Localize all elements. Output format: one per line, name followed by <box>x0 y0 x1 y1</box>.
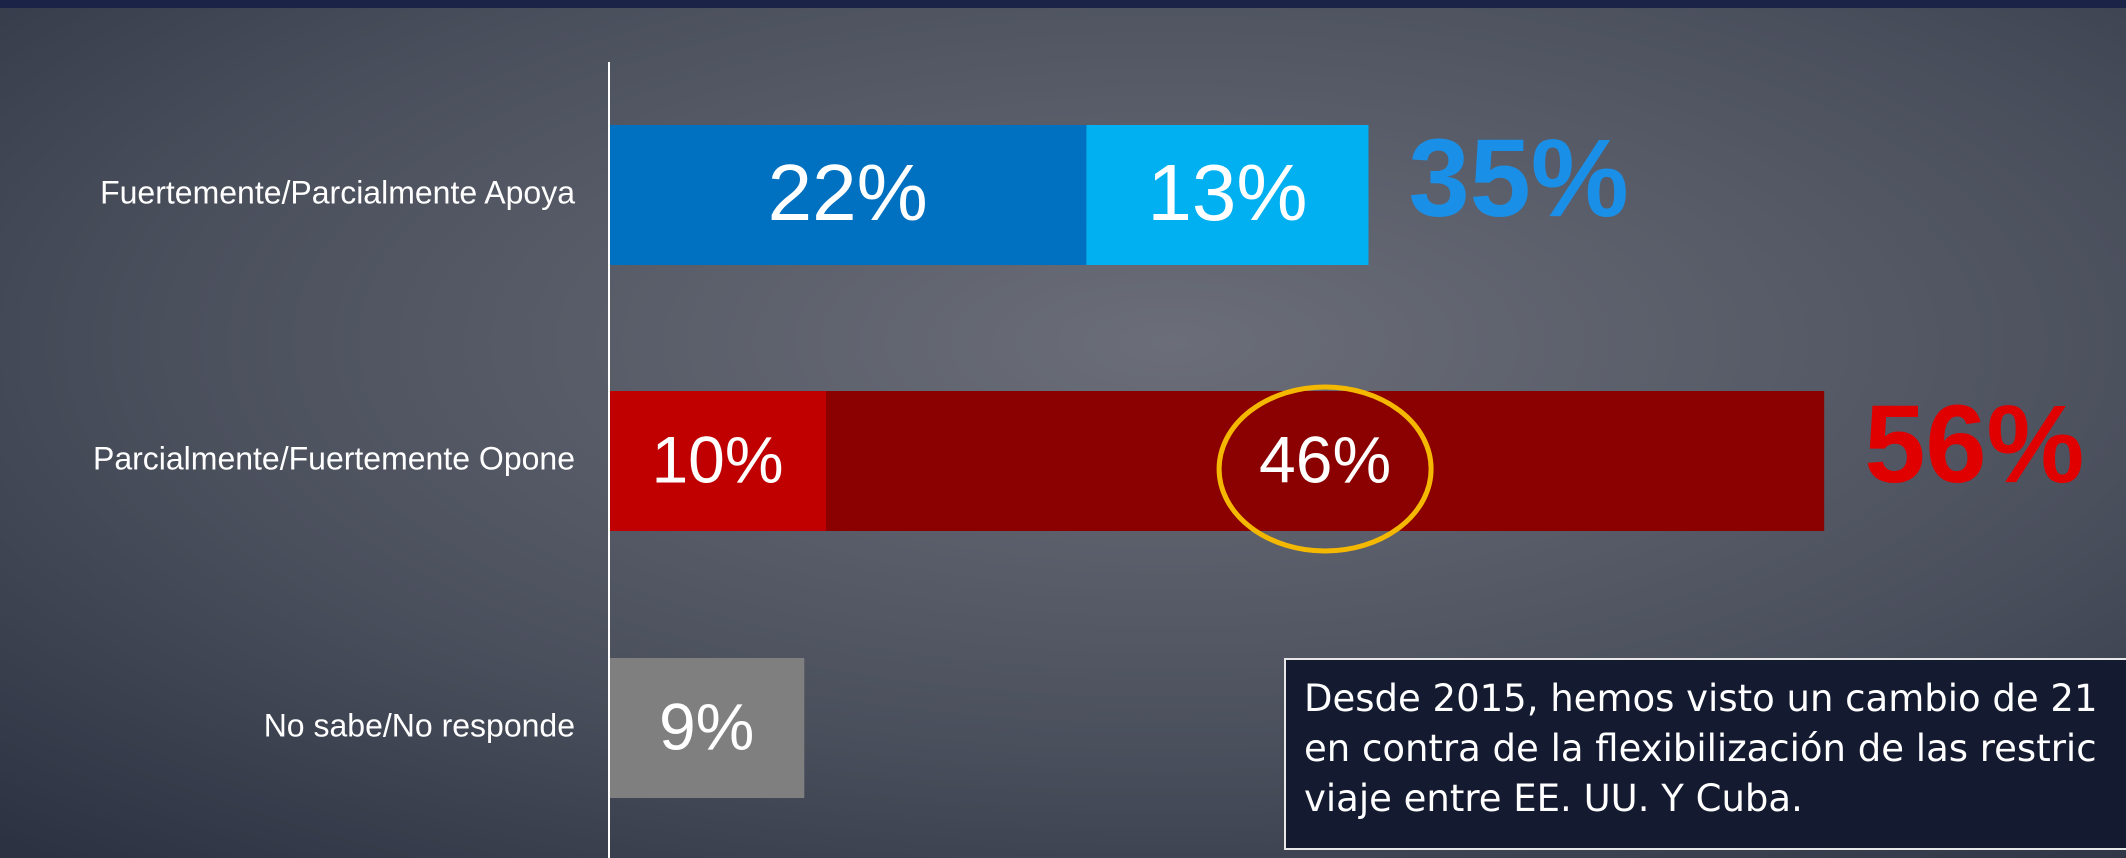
value-label: 10% <box>651 422 783 496</box>
value-label: 46% <box>1259 422 1391 496</box>
top-strip <box>0 0 2126 8</box>
note-line: viaje entre EE. UU. Y Cuba. <box>1304 774 2126 824</box>
note-line: Desde 2015, hemos visto un cambio de 21 <box>1304 674 2126 724</box>
note-box: Desde 2015, hemos visto un cambio de 21 … <box>1284 658 2126 850</box>
page: {"chart_data": {"type": "stacked-bar-hor… <box>0 0 2126 858</box>
category-label: Fuertemente/Parcialmente Apoya <box>100 174 575 210</box>
total-label: 56% <box>1864 383 2084 506</box>
total-label: 35% <box>1409 117 1629 240</box>
value-label: 13% <box>1147 148 1307 237</box>
category-label: Parcialmente/Fuertemente Opone <box>93 440 575 476</box>
value-label: 9% <box>659 689 754 763</box>
note-line: en contra de la flexibilización de las r… <box>1304 724 2126 774</box>
category-label: No sabe/No responde <box>264 707 575 743</box>
value-label: 22% <box>768 148 928 237</box>
